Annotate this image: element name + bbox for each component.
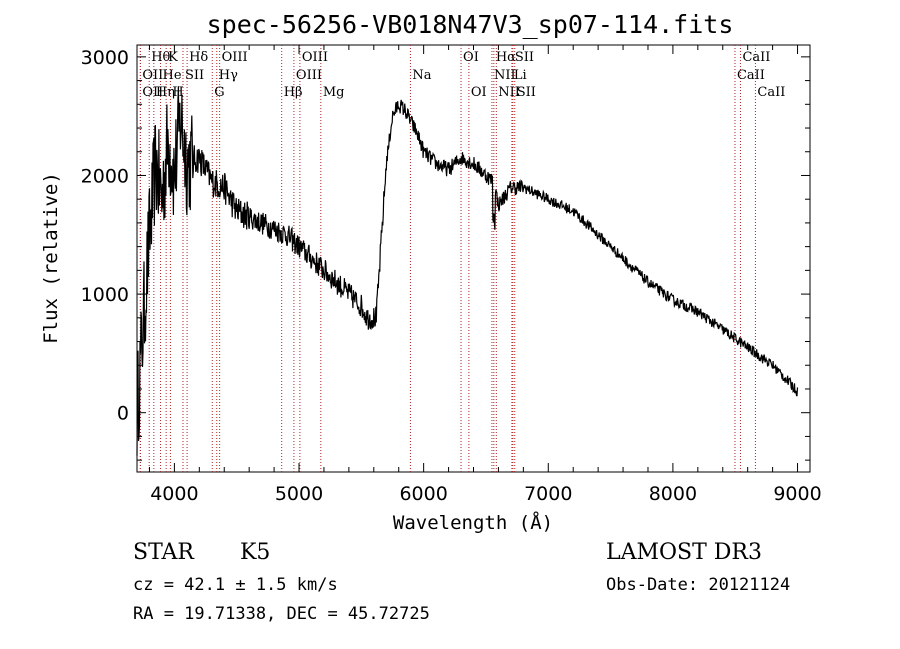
line-marker-label: Li xyxy=(514,68,527,83)
coordinates: RA = 19.71338, DEC = 45.72725 xyxy=(133,604,430,624)
spectrum-line xyxy=(136,86,799,456)
x-tick-label: 7000 xyxy=(524,483,572,505)
y-axis-label: Flux (relative) xyxy=(40,172,62,344)
x-axis-ticks: 4000 5000 6000 7000 8000 9000 xyxy=(148,45,822,505)
line-marker-label: Hγ xyxy=(219,68,238,83)
line-marker-label: OII xyxy=(142,68,163,83)
line-marker-label: OIII xyxy=(302,50,328,65)
x-tick-label: 5000 xyxy=(275,483,323,505)
line-marker-label: Hβ xyxy=(284,85,303,100)
object-class: STAR xyxy=(133,540,195,565)
line-marker-labels: OIIHθOIIHηHeKHSIIHδGHγOIIIHβOIIIOIIIMgNa… xyxy=(142,50,785,100)
y-tick-label: 3000 xyxy=(81,47,129,69)
y-tick-label: 1000 xyxy=(81,284,129,306)
line-markers xyxy=(139,45,756,472)
spectral-subclass: K5 xyxy=(240,540,270,565)
x-axis-label: Wavelength (Å) xyxy=(393,511,553,534)
line-marker-label: SII xyxy=(515,50,534,65)
line-marker-label: NII xyxy=(494,68,516,83)
line-marker-label: CaII xyxy=(737,68,765,83)
line-marker-label: Hθ xyxy=(151,50,170,65)
redshift-cz: cz = 42.1 ± 1.5 km/s xyxy=(133,575,338,595)
line-marker-label: OII xyxy=(142,85,163,100)
line-marker-label: CaII xyxy=(742,50,770,65)
line-marker-label: SII xyxy=(185,68,204,83)
y-tick-label: 2000 xyxy=(81,165,129,187)
survey-name: LAMOST DR3 xyxy=(606,540,762,565)
plot-area: OIIHθOIIHηHeKHSIIHδGHγOIIIHβOIIIOIIIMgNa… xyxy=(81,44,822,505)
line-marker-label: OI xyxy=(463,50,479,65)
y-tick-label: 0 xyxy=(117,403,129,425)
x-tick-label: 4000 xyxy=(150,483,198,505)
line-marker-label: Hδ xyxy=(189,50,208,65)
line-marker-label: OI xyxy=(471,85,487,100)
line-marker-label: Mg xyxy=(323,85,345,100)
chart-title: spec-56256-VB018N47V3_sp07-114.fits xyxy=(207,10,734,39)
line-marker-label: Na xyxy=(412,68,431,83)
line-marker-label: G xyxy=(214,85,224,100)
y-axis-ticks: 0 1000 2000 3000 xyxy=(81,47,810,461)
line-marker-label: Hη xyxy=(156,85,175,100)
plot-frame xyxy=(136,44,811,473)
line-marker-label: CaII xyxy=(757,85,785,100)
x-tick-label: 6000 xyxy=(399,483,447,505)
line-marker-label: NII xyxy=(498,85,520,100)
x-tick-label: 8000 xyxy=(649,483,697,505)
line-marker-label: OIII xyxy=(296,68,322,83)
line-marker-label: K xyxy=(168,50,178,65)
observation-date: Obs-Date: 20121124 xyxy=(606,575,790,595)
line-marker-label: SII xyxy=(517,85,536,100)
line-marker-label: Hα xyxy=(496,50,516,65)
line-marker-label: OIII xyxy=(222,50,248,65)
x-tick-label: 9000 xyxy=(773,483,821,505)
line-marker-label: He xyxy=(163,68,182,83)
